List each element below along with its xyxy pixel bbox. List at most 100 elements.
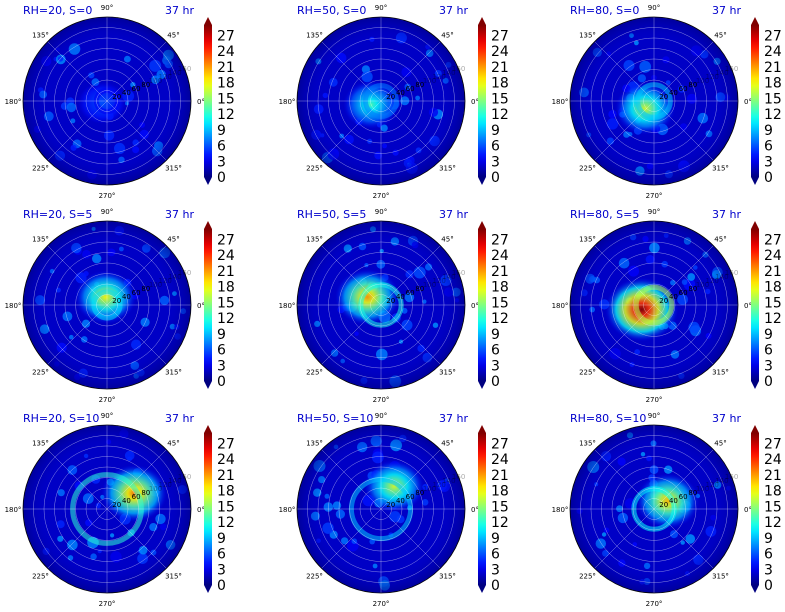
colorbar-tick-label: 0 — [217, 578, 226, 594]
colorbar-tick-label: 3 — [491, 358, 500, 374]
angle-tick-label: 270° — [646, 600, 663, 608]
panel-title: RH=80, S=10 — [570, 412, 646, 425]
angular-gridline — [106, 41, 167, 102]
colorbar-tick-label: 27 — [491, 437, 509, 453]
colorbar-extend-max — [478, 17, 486, 25]
polar-border — [569, 16, 739, 186]
angular-gridline — [106, 449, 167, 510]
colorbar-extend-max — [751, 17, 759, 25]
angle-tick-label: 135° — [579, 236, 596, 244]
angular-gridline — [653, 508, 714, 569]
colorbar-tick-label: 9 — [491, 327, 500, 343]
radial-tick-label: 140 — [442, 69, 455, 77]
colorbar-tick-label: 6 — [217, 343, 226, 359]
colorbar-bar — [204, 25, 212, 177]
angular-gridline — [594, 304, 655, 365]
colorbar-extend-min — [204, 177, 212, 185]
colorbar-extend-min — [478, 381, 486, 389]
colorbar-tick-label: 27 — [491, 233, 509, 249]
colorbar-tick-label: 12 — [491, 515, 509, 531]
colorbar-tick-label: 21 — [764, 468, 782, 484]
radial-tick-label: 160 — [725, 65, 738, 73]
colorbar-tick-label: 21 — [217, 60, 235, 76]
angular-gridline — [106, 508, 167, 569]
colorbar-tick-label: 24 — [217, 44, 235, 60]
angle-tick-label: 135° — [32, 236, 49, 244]
colorbar-tick-label: 15 — [764, 91, 782, 107]
angular-gridline — [321, 508, 382, 569]
colorbar-tick-label: 3 — [491, 154, 500, 170]
angle-tick-label: 90° — [101, 208, 113, 216]
colorbar-extend-max — [478, 425, 486, 433]
angle-tick-label: 315° — [439, 573, 456, 581]
radial-tick-label: 20 — [112, 297, 121, 305]
colorbar-extend-max — [751, 221, 759, 229]
angular-gridline — [653, 41, 714, 102]
colorbar-extend-min — [751, 585, 759, 593]
radial-tick-label: 160 — [452, 269, 465, 277]
colorbar-tick-label: 9 — [491, 531, 500, 547]
colorbar-tick-label: 18 — [217, 484, 235, 500]
angular-gridline — [380, 449, 441, 510]
angle-tick-label: 135° — [306, 236, 323, 244]
angle-tick-label: 180° — [279, 506, 296, 514]
colorbar-tick-label: 6 — [764, 343, 773, 359]
angle-tick-label: 45° — [714, 440, 726, 448]
panel-time-label: 37 hr — [712, 208, 741, 221]
radial-tick-label: 60 — [406, 493, 415, 501]
angle-tick-label: 270° — [373, 396, 390, 404]
colorbar-tick-label: 24 — [217, 248, 235, 264]
colorbar-tick-label: 9 — [217, 531, 226, 547]
radial-tick-label: 140 — [168, 273, 181, 281]
angle-tick-label: 135° — [306, 32, 323, 40]
radial-tick-label: 40 — [396, 293, 405, 301]
angular-gridline — [47, 304, 108, 365]
angle-tick-label: 90° — [648, 208, 660, 216]
colorbar-tick-label: 15 — [491, 91, 509, 107]
colorbar-tick-label: 24 — [491, 248, 509, 264]
polar-border — [22, 220, 192, 390]
colorbar-tick-label: 9 — [491, 123, 500, 139]
angle-tick-label: 315° — [165, 573, 182, 581]
angle-tick-label: 225° — [306, 573, 323, 581]
radial-tick-label: 120 — [433, 481, 446, 489]
colorbar-tick-label: 15 — [217, 499, 235, 515]
colorbar-tick-label: 21 — [764, 60, 782, 76]
radial-tick-label: 60 — [679, 289, 688, 297]
angle-tick-label: 90° — [101, 4, 113, 12]
angle-tick-label: 270° — [99, 600, 116, 608]
angular-gridline — [47, 508, 108, 569]
polar-border — [22, 16, 192, 186]
panel-title: RH=20, S=10 — [23, 412, 99, 425]
colorbar-tick-label: 27 — [217, 233, 235, 249]
radial-tick-label: 20 — [659, 501, 668, 509]
angular-gridline — [47, 100, 108, 161]
angular-gridline — [321, 100, 382, 161]
radial-tick-label: 40 — [669, 89, 678, 97]
angle-tick-label: 0° — [197, 302, 205, 310]
radial-tick-label: 80 — [415, 285, 424, 293]
radial-tick-label: 140 — [715, 273, 728, 281]
colorbar-tick-label: 24 — [491, 44, 509, 60]
angle-tick-label: 270° — [99, 192, 116, 200]
radial-tick-label: 140 — [168, 477, 181, 485]
angular-gridline — [594, 449, 655, 510]
angular-gridline — [380, 508, 441, 569]
radial-tick-label: 60 — [132, 85, 141, 93]
radial-tick-label: 100 — [149, 281, 162, 289]
radial-tick-label: 100 — [696, 281, 709, 289]
angle-tick-label: 0° — [197, 506, 205, 514]
colorbar-bar — [478, 433, 486, 585]
radial-tick-label: 160 — [725, 473, 738, 481]
radial-tick-label: 60 — [406, 85, 415, 93]
radial-tick-label: 80 — [141, 489, 150, 497]
colorbar-tick-label: 9 — [764, 531, 773, 547]
colorbar-extend-min — [751, 177, 759, 185]
radial-tick-label: 120 — [706, 277, 719, 285]
angle-tick-label: 180° — [552, 302, 569, 310]
panel-time-label: 37 hr — [165, 412, 194, 425]
panel-title: RH=80, S=5 — [570, 208, 639, 221]
